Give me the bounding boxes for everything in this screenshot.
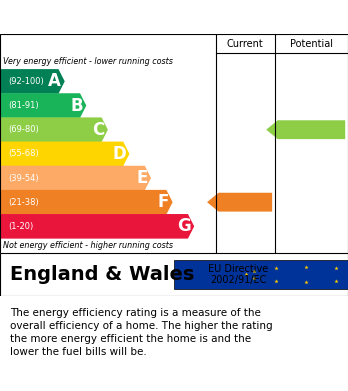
Text: (92-100): (92-100) <box>9 77 45 86</box>
Bar <box>174 260 348 289</box>
Polygon shape <box>1 214 194 239</box>
Text: (1-20): (1-20) <box>9 222 34 231</box>
Text: England & Wales: England & Wales <box>10 265 195 284</box>
Polygon shape <box>266 120 345 139</box>
Polygon shape <box>207 193 272 212</box>
Text: (39-54): (39-54) <box>9 174 39 183</box>
Text: (81-91): (81-91) <box>9 101 39 110</box>
Text: A: A <box>48 72 61 90</box>
Text: Potential: Potential <box>290 39 333 49</box>
Text: (55-68): (55-68) <box>9 149 39 158</box>
Text: Not energy efficient - higher running costs: Not energy efficient - higher running co… <box>3 241 174 250</box>
Text: C: C <box>92 121 104 139</box>
Text: The energy efficiency rating is a measure of the
overall efficiency of a home. T: The energy efficiency rating is a measur… <box>10 308 273 357</box>
Text: Current: Current <box>227 39 264 49</box>
Text: D: D <box>112 145 126 163</box>
Polygon shape <box>1 93 86 118</box>
Text: 28: 28 <box>239 195 259 209</box>
Polygon shape <box>1 142 129 166</box>
Text: (21-38): (21-38) <box>9 198 39 207</box>
Text: Very energy efficient - lower running costs: Very energy efficient - lower running co… <box>3 57 173 66</box>
Polygon shape <box>1 117 108 142</box>
Polygon shape <box>1 190 173 215</box>
Text: 80: 80 <box>305 123 325 137</box>
Text: E: E <box>136 169 148 187</box>
Text: G: G <box>177 217 191 235</box>
Text: EU Directive
2002/91/EC: EU Directive 2002/91/EC <box>208 264 269 285</box>
Text: Energy Efficiency Rating: Energy Efficiency Rating <box>14 10 224 25</box>
Text: (69-80): (69-80) <box>9 125 39 134</box>
Polygon shape <box>1 166 151 190</box>
Text: B: B <box>70 97 83 115</box>
Text: F: F <box>158 193 169 211</box>
Polygon shape <box>1 69 65 94</box>
